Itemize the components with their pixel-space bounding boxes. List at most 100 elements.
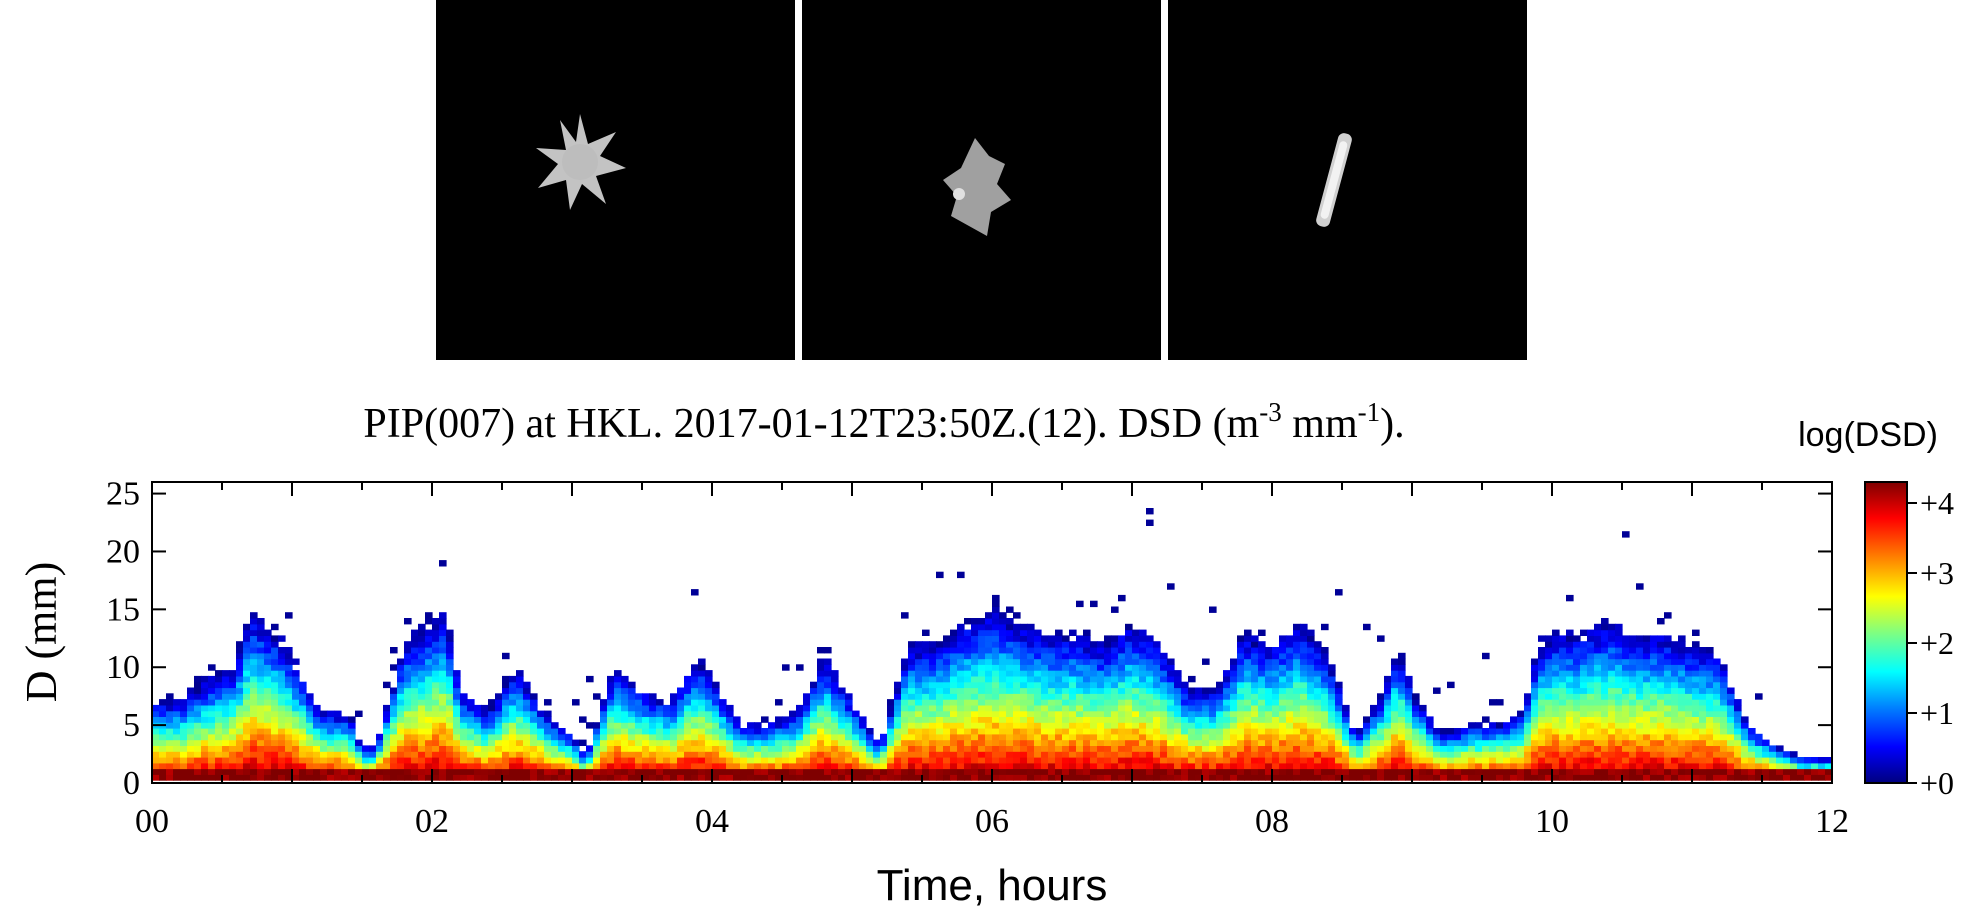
heatmap-cell bbox=[1034, 710, 1042, 717]
heatmap-cell bbox=[1692, 716, 1700, 723]
heatmap-cell bbox=[712, 722, 720, 729]
heatmap-cell bbox=[1237, 687, 1245, 694]
heatmap-cell bbox=[1160, 728, 1168, 735]
heatmap-cell bbox=[782, 716, 790, 723]
heatmap-cell bbox=[593, 739, 601, 746]
heatmap-cell bbox=[1538, 722, 1546, 729]
heatmap-cell bbox=[1020, 710, 1028, 717]
heatmap-cell bbox=[1167, 693, 1175, 700]
heatmap-cell bbox=[1258, 762, 1266, 770]
heatmap-cell bbox=[1622, 693, 1630, 700]
heatmap-cell bbox=[642, 733, 650, 741]
heatmap-cell bbox=[1594, 652, 1602, 660]
heatmap-cell bbox=[901, 687, 909, 694]
heatmap-cell bbox=[754, 745, 762, 752]
heatmap-cell bbox=[1650, 722, 1658, 729]
heatmap-cell bbox=[579, 768, 587, 775]
heatmap-cell bbox=[453, 704, 461, 712]
heatmap-cell bbox=[1587, 768, 1595, 775]
heatmap-cell bbox=[1685, 757, 1693, 764]
heatmap-cell bbox=[1041, 664, 1049, 671]
heatmap-cell bbox=[1132, 768, 1140, 775]
heatmap-cell bbox=[1580, 687, 1588, 694]
heatmap-cell bbox=[1405, 722, 1413, 729]
heatmap-cell bbox=[215, 728, 223, 735]
heatmap-cell bbox=[348, 774, 356, 781]
heatmap-cell bbox=[726, 768, 734, 775]
heatmap-cell bbox=[1559, 728, 1567, 735]
heatmap-cell bbox=[369, 768, 377, 775]
heatmap-cell bbox=[1461, 733, 1469, 741]
heatmap-cell bbox=[1503, 757, 1511, 764]
heatmap-cell bbox=[957, 699, 965, 706]
heatmap-cell bbox=[992, 658, 1000, 665]
heatmap-cell bbox=[1615, 757, 1623, 764]
heatmap-cell bbox=[404, 641, 412, 648]
heatmap-cell bbox=[691, 687, 699, 694]
heatmap-cell bbox=[1307, 641, 1315, 648]
heatmap-cell bbox=[852, 751, 860, 758]
heatmap-cell bbox=[1692, 739, 1700, 746]
heatmap-cell bbox=[1307, 629, 1315, 636]
heatmap-cell bbox=[292, 745, 300, 752]
heatmap-cell bbox=[264, 681, 272, 689]
heatmap-cell bbox=[929, 675, 937, 683]
heatmap-cell bbox=[649, 716, 657, 723]
heatmap-cell bbox=[1181, 699, 1189, 706]
heatmap-cell bbox=[460, 762, 468, 770]
heatmap-cell bbox=[1552, 716, 1560, 723]
heatmap-cell bbox=[348, 757, 356, 764]
heatmap-cell bbox=[1251, 704, 1259, 712]
heatmap-cell bbox=[817, 664, 825, 671]
heatmap-cell bbox=[418, 635, 426, 642]
heatmap-cell bbox=[1090, 751, 1098, 758]
heatmap-cell bbox=[901, 762, 909, 770]
heatmap-cell bbox=[278, 710, 286, 717]
heatmap-cell bbox=[817, 681, 825, 689]
heatmap-cell bbox=[1272, 704, 1280, 712]
heatmap-cell bbox=[362, 757, 370, 764]
heatmap-cell bbox=[523, 693, 531, 700]
heatmap-cell bbox=[1251, 751, 1259, 758]
heatmap-cell bbox=[1286, 733, 1294, 741]
heatmap-cell bbox=[1783, 768, 1791, 775]
heatmap-cell bbox=[684, 716, 692, 723]
heatmap-cell bbox=[908, 664, 916, 671]
heatmap-cell bbox=[936, 681, 944, 689]
heatmap-cell bbox=[1685, 722, 1693, 729]
heatmap-cell bbox=[1608, 728, 1616, 735]
heatmap-cell bbox=[355, 768, 363, 775]
heatmap-cell bbox=[1153, 716, 1161, 723]
heatmap-cell bbox=[726, 728, 734, 735]
heatmap-cell bbox=[1370, 728, 1378, 735]
heatmap-cell bbox=[1412, 751, 1420, 758]
heatmap-cell bbox=[1146, 681, 1154, 689]
heatmap-cell bbox=[383, 704, 391, 712]
heatmap-cell bbox=[1734, 751, 1742, 758]
heatmap-cell bbox=[950, 768, 958, 775]
heatmap-cell bbox=[1531, 670, 1539, 677]
heatmap-cell bbox=[516, 681, 524, 689]
heatmap-cell bbox=[1601, 658, 1609, 665]
heatmap-cell bbox=[929, 722, 937, 729]
heatmap-cell bbox=[180, 733, 188, 741]
heatmap-cell bbox=[810, 768, 818, 775]
heatmap-cell bbox=[250, 768, 258, 775]
heatmap-cell bbox=[1433, 762, 1441, 770]
heatmap-cell bbox=[964, 751, 972, 758]
heatmap-cell bbox=[1013, 722, 1021, 729]
heatmap-cell bbox=[1055, 641, 1063, 648]
heatmap-cell bbox=[306, 774, 314, 781]
heatmap-cell bbox=[1265, 693, 1273, 700]
heatmap-cell bbox=[1447, 774, 1455, 781]
heatmap-cell bbox=[1013, 762, 1021, 770]
heatmap-cell bbox=[642, 710, 650, 717]
heatmap-cell bbox=[1615, 710, 1623, 717]
heatmap-cell bbox=[992, 652, 1000, 660]
heatmap-cell bbox=[404, 618, 412, 625]
heatmap-cell bbox=[943, 768, 951, 775]
heatmap-cell bbox=[992, 710, 1000, 717]
heatmap-cell bbox=[264, 658, 272, 665]
heatmap-cell bbox=[1160, 652, 1168, 660]
heatmap-cell bbox=[1692, 768, 1700, 775]
